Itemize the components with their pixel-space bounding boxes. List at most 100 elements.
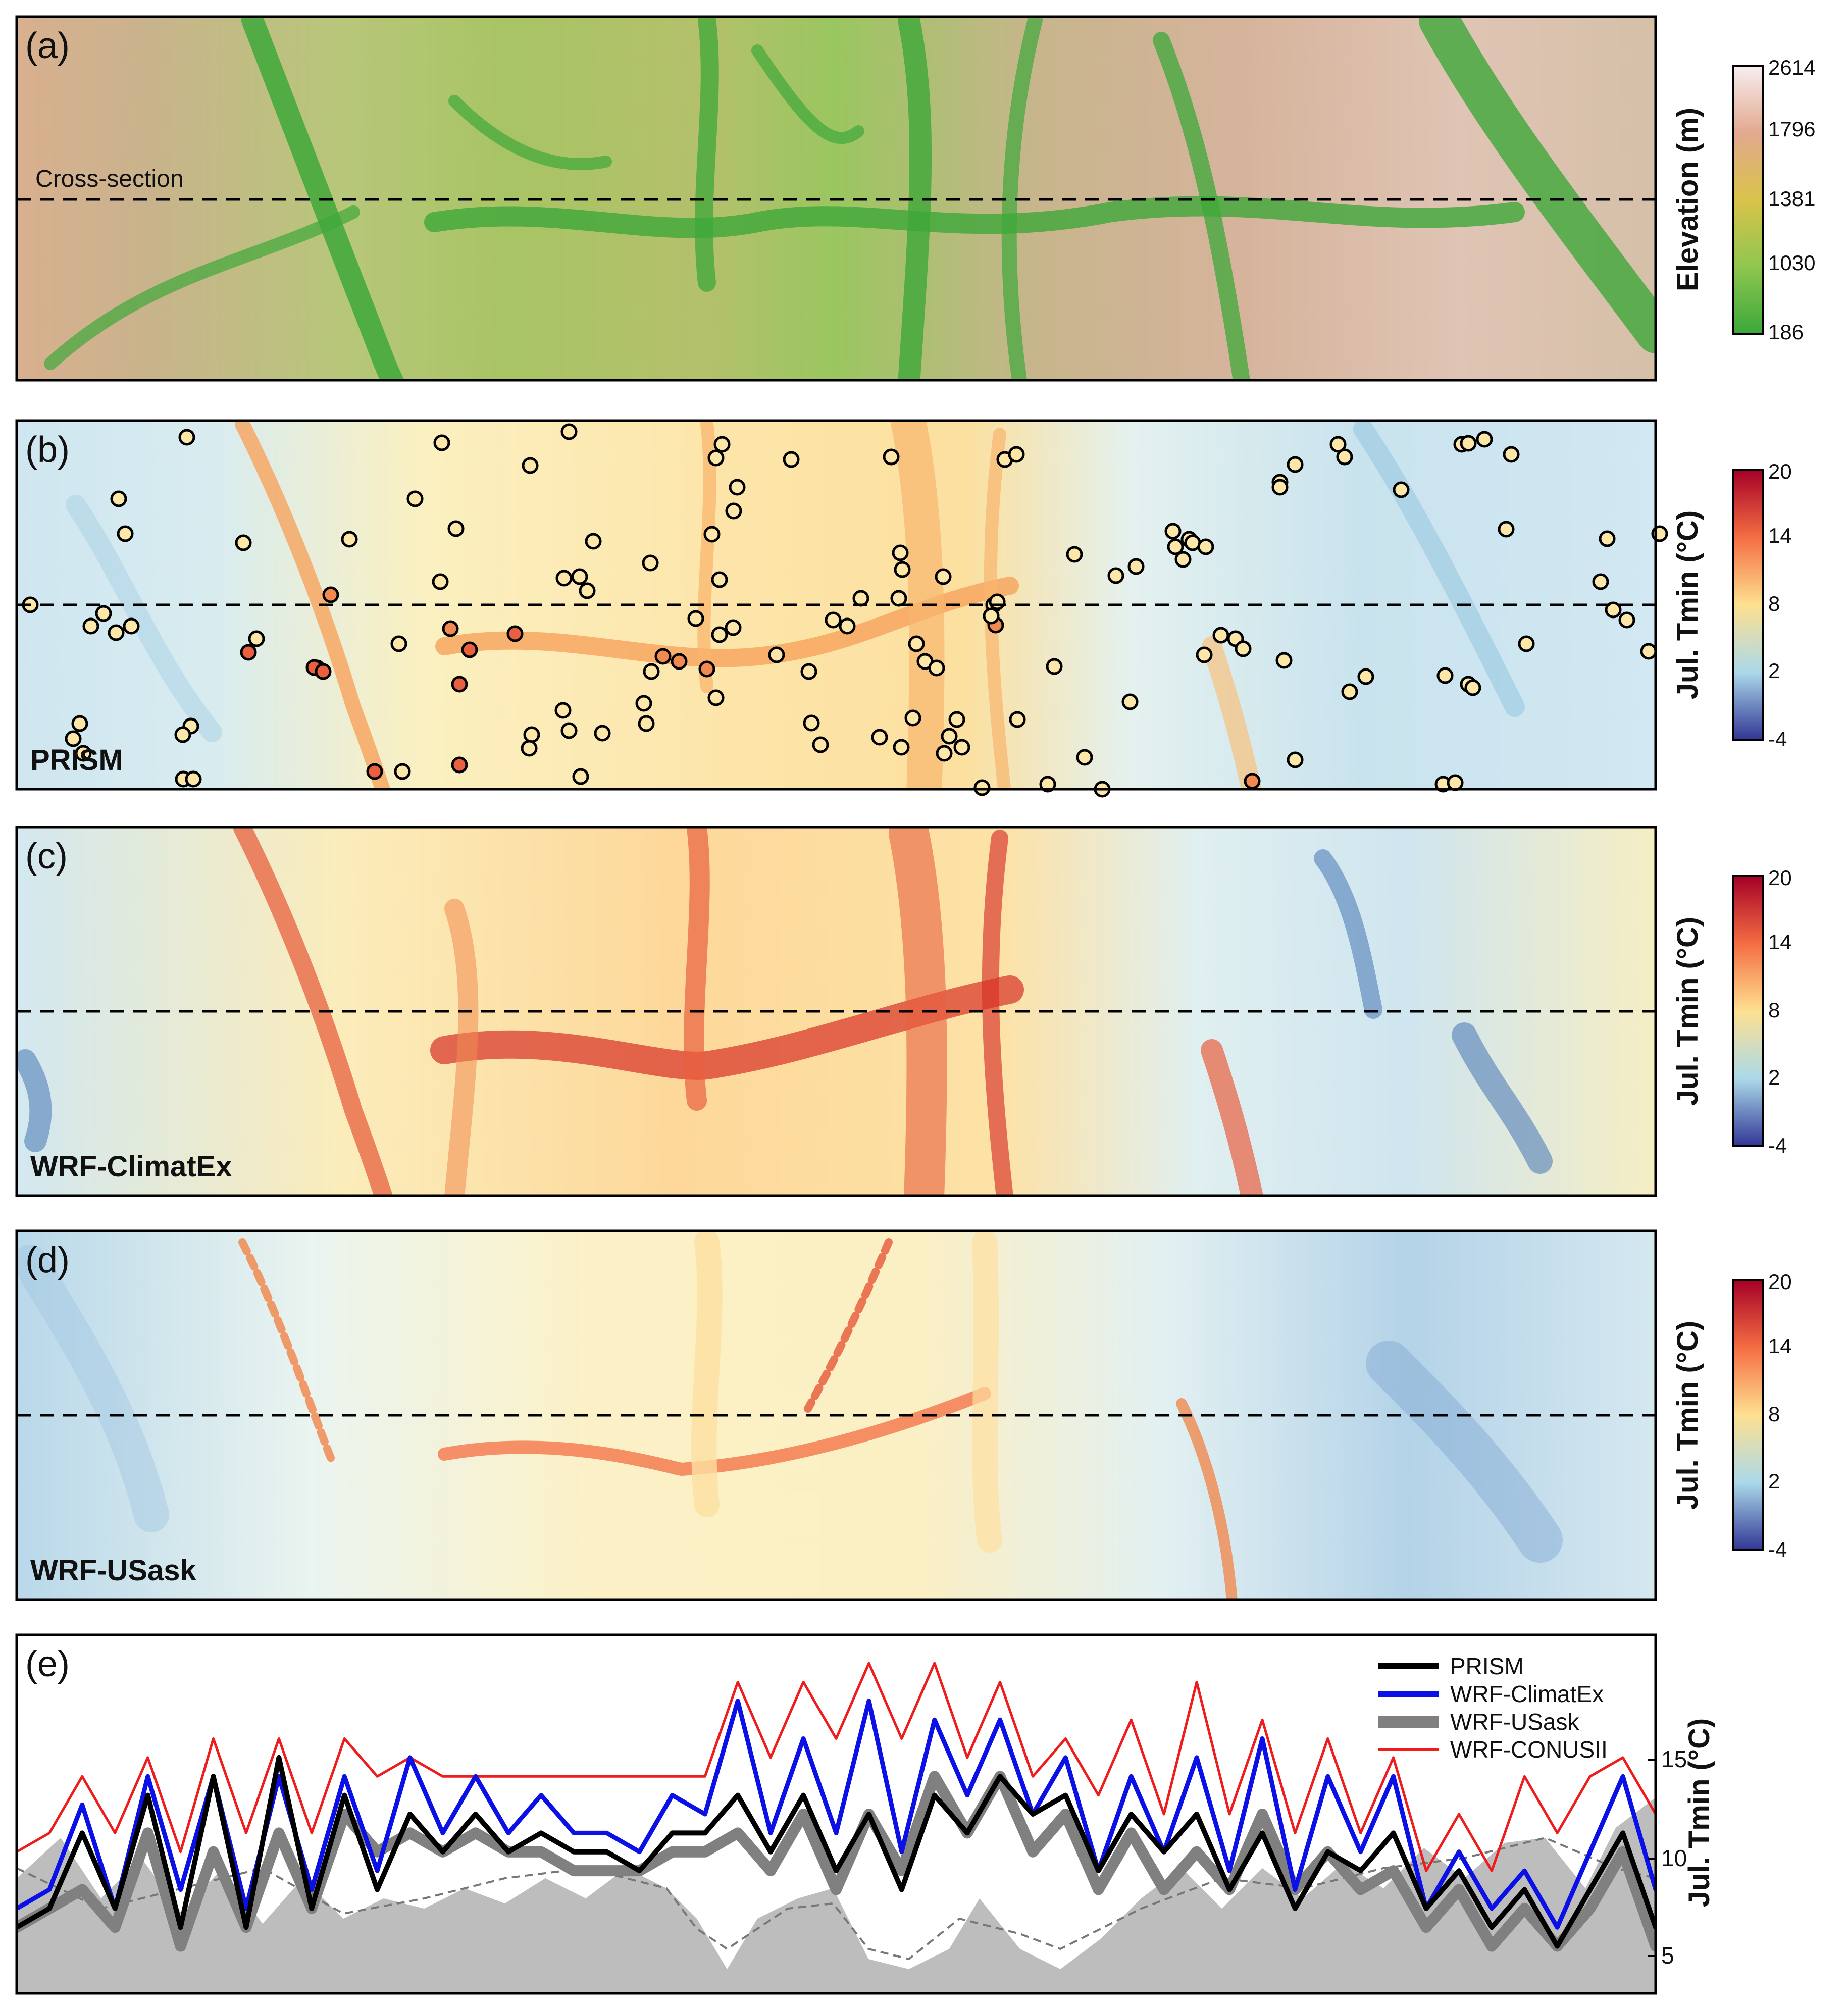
station-marker (707, 689, 725, 706)
panel-d-label: WRF-USask (30, 1554, 196, 1587)
station-marker (989, 593, 1006, 610)
legend-label: WRF-ClimatEx (1450, 1681, 1604, 1707)
station-marker (1212, 627, 1229, 644)
station-marker (178, 429, 195, 446)
valley-river (44, 205, 360, 370)
station-marker (65, 730, 82, 747)
station-marker (1235, 640, 1252, 657)
colorbar-title: Elevation (m) (1671, 108, 1704, 291)
station-marker (1464, 679, 1481, 696)
colorbar-tick-label: 186 (1768, 320, 1804, 344)
station-marker (240, 644, 257, 661)
station-marker (638, 715, 655, 732)
station-marker (1287, 456, 1304, 473)
colorbar-tick-label: 20 (1768, 866, 1792, 890)
station-marker (1336, 448, 1353, 466)
panel-c-frame (15, 826, 1657, 1197)
station-marker (433, 434, 450, 451)
colorbar-tmin-d: 20 14 8 2 -4 Jul. Tmin (°C) (1671, 1270, 1792, 1561)
warm-valley (972, 1231, 1002, 1553)
station-marker (1518, 635, 1535, 652)
station-marker (643, 663, 660, 680)
colorbar-tick-label: 14 (1768, 1334, 1792, 1358)
station-marker (560, 423, 578, 440)
station-marker (522, 457, 539, 474)
station-marker (871, 729, 888, 746)
station-marker (123, 617, 140, 635)
cold-ridge (1353, 421, 1525, 717)
station-marker (1271, 479, 1289, 496)
colorbar-title: Jul. Tmin (°C) (1671, 510, 1704, 699)
colorbar-elevation-bar (1732, 65, 1764, 335)
station-marker (707, 449, 725, 467)
panel-e-frame (15, 1633, 1657, 1995)
valley-river (241, 17, 404, 380)
station-marker (973, 779, 991, 796)
station-marker (75, 745, 92, 762)
series-line-wrf-usask (17, 1771, 1656, 1952)
panel-d-frame (15, 1229, 1657, 1601)
terrain-dashed-outline (17, 1836, 1656, 1961)
warm-valley (697, 421, 716, 693)
legend: PRISM WRF-ClimatEx WRF-USask WRF-CONUSII (1378, 1653, 1608, 1763)
colorbar-tmin-bar (1732, 1279, 1764, 1551)
station-marker (890, 590, 907, 607)
panel-d-letter: (d) (25, 1240, 70, 1280)
legend-label: WRF-CONUSII (1450, 1736, 1608, 1763)
warm-valley (684, 827, 710, 1111)
warm-valley (889, 827, 947, 1196)
station-marker (1341, 683, 1358, 700)
station-marker (1127, 558, 1145, 575)
station-marker (1640, 643, 1657, 660)
station-marker (825, 611, 842, 629)
y-tick-label: 5 (1661, 1942, 1674, 1969)
cold-ridge (1366, 1341, 1563, 1563)
panel-a-letter: (a) (25, 26, 70, 66)
cold-ridge (1452, 1022, 1553, 1174)
legend-label: WRF-USask (1450, 1709, 1580, 1735)
colorbar-tick-label: -4 (1768, 727, 1787, 751)
station-marker (432, 573, 449, 590)
cold-ridge (17, 1049, 52, 1152)
station-marker (506, 625, 524, 642)
station-marker (687, 610, 704, 627)
station-marker (812, 736, 829, 753)
colorbar-tick-label: 1796 (1768, 117, 1815, 141)
cold-ridge (66, 495, 222, 742)
station-marker (451, 756, 468, 774)
station-marker (1121, 693, 1139, 710)
panel-a: Cross-section (a) (15, 15, 1657, 382)
station-marker (928, 659, 945, 677)
station-marker (572, 768, 589, 785)
station-marker (451, 676, 468, 693)
legend-label: PRISM (1450, 1653, 1524, 1679)
station-marker (585, 533, 602, 550)
station-marker (892, 544, 909, 561)
y-tick-label: 15 (1661, 1746, 1687, 1772)
cold-ridge (17, 1245, 169, 1532)
panel-e-letter: (e) (25, 1644, 70, 1684)
station-marker (948, 711, 965, 728)
colorbar-tick-label: 8 (1768, 998, 1780, 1022)
station-marker (711, 571, 728, 588)
station-marker (560, 722, 578, 739)
terrain-silhouette (17, 1797, 1656, 1993)
colorbar-tmin-bar (1732, 875, 1764, 1147)
panel-e: 15 10 5 Jul. Tmin (°C) PRISM WRF-ClimatE… (15, 1633, 1716, 1995)
colorbar-tick-label: 1030 (1768, 251, 1815, 275)
series-line-prism (17, 1755, 1656, 1949)
station-marker (579, 582, 596, 599)
station-marker (725, 619, 742, 636)
station-marker (642, 554, 659, 572)
station-marker (635, 695, 652, 712)
y-axis: 15 10 5 Jul. Tmin (°C) (1648, 1718, 1716, 1969)
panel-b-label: PRISM (30, 744, 123, 777)
warm-valley (438, 1387, 991, 1476)
station-marker (654, 648, 672, 665)
colorbar-tick-label: 8 (1768, 1402, 1780, 1426)
panel-c-letter: (c) (25, 836, 68, 877)
colorbar-tmin-c: 20 14 8 2 -4 Jul. Tmin (°C) (1671, 866, 1792, 1157)
station-marker (554, 702, 572, 719)
station-marker (1503, 446, 1520, 463)
station-marker (110, 490, 127, 507)
